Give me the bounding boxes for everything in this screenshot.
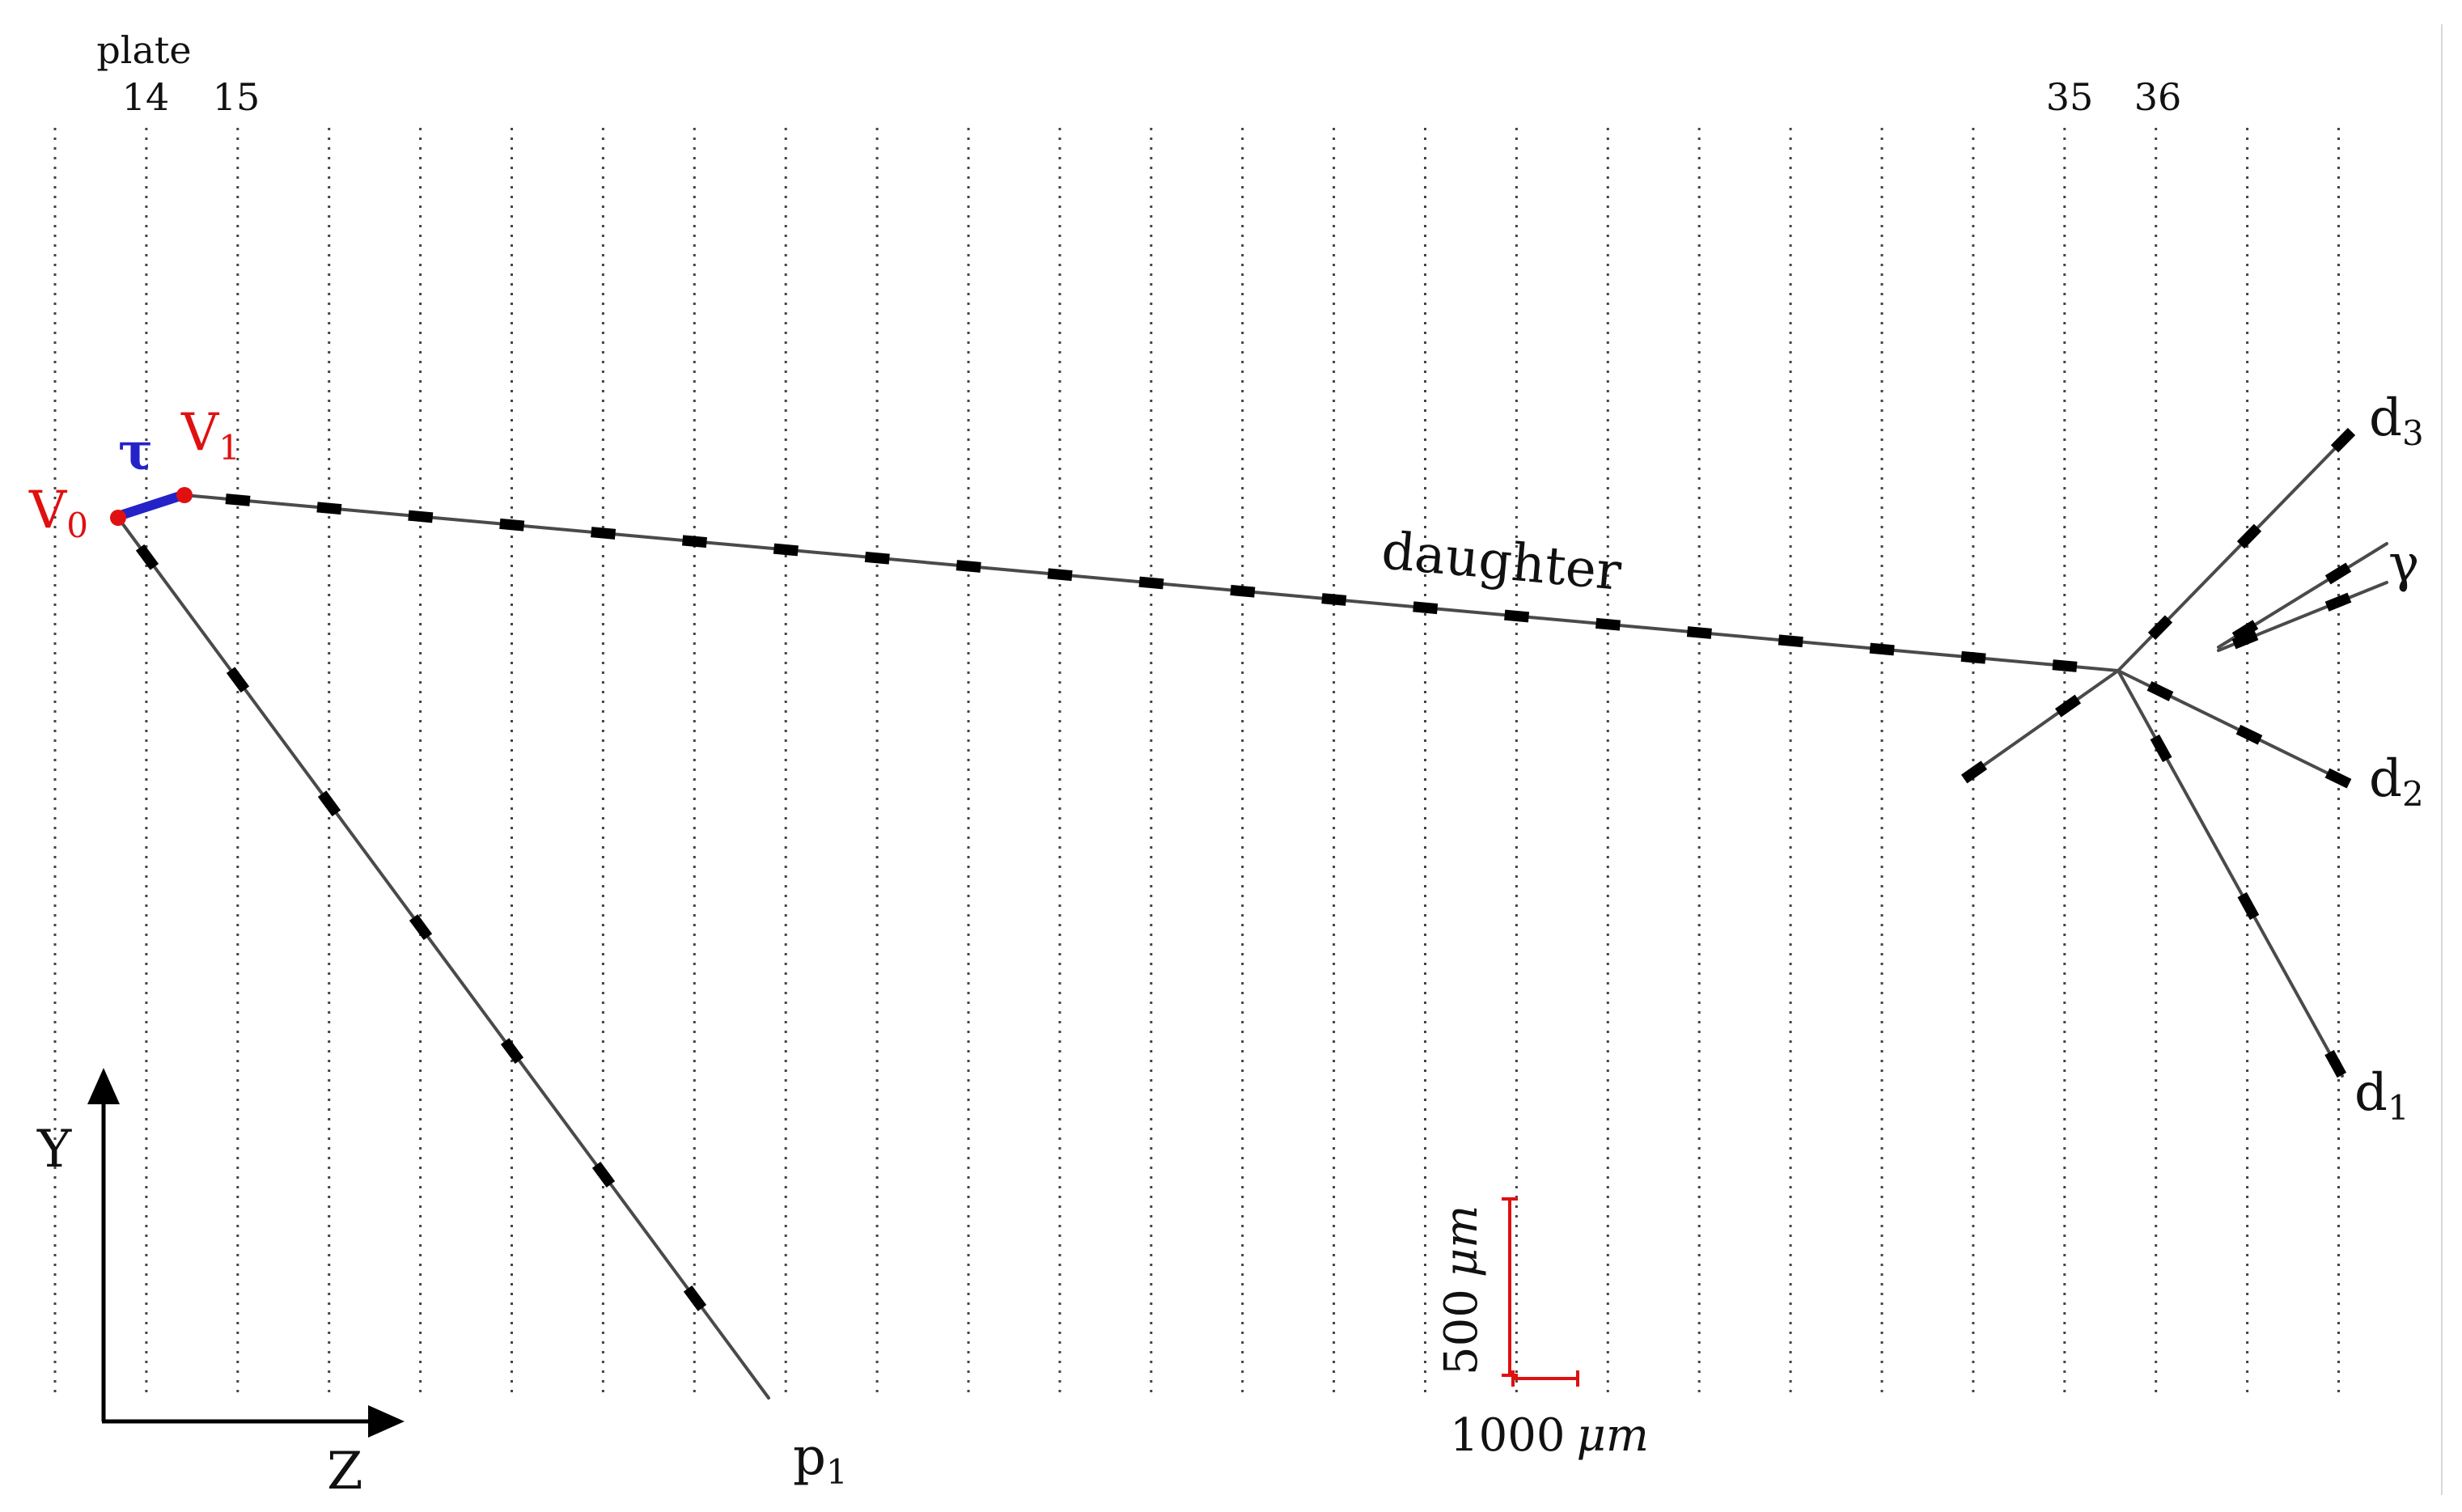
axes: Y Z bbox=[36, 1068, 405, 1501]
track-segment bbox=[864, 551, 890, 565]
vertex-v1 bbox=[176, 487, 193, 503]
track-segment bbox=[317, 790, 341, 817]
track-segment bbox=[2052, 659, 2078, 672]
track-segment bbox=[2231, 630, 2259, 650]
track-segment bbox=[683, 1285, 707, 1311]
track-segment bbox=[1321, 593, 1347, 606]
track-segment bbox=[1686, 626, 1712, 639]
vertical-scale-label: 500μm bbox=[1435, 1205, 1488, 1375]
track-segment bbox=[2231, 620, 2259, 642]
track-segment bbox=[2146, 680, 2174, 701]
plate-word: plate bbox=[96, 28, 191, 72]
track-segment bbox=[316, 502, 342, 515]
track-segment bbox=[1504, 609, 1530, 623]
track-segment bbox=[1869, 642, 1895, 656]
d1-track bbox=[2117, 669, 2344, 1078]
tracks bbox=[113, 435, 2388, 1400]
track-segment bbox=[1230, 584, 1256, 598]
track-segment bbox=[2237, 892, 2260, 921]
d2-label: d2 bbox=[2369, 749, 2424, 814]
horizontal-scale-label: 1000 μm bbox=[1450, 1409, 1649, 1462]
track-segment bbox=[1778, 634, 1803, 648]
track-segment bbox=[2324, 768, 2352, 789]
vertex-v0 bbox=[110, 510, 126, 526]
track-segment bbox=[1960, 760, 1988, 784]
track-segment bbox=[409, 914, 433, 941]
track-segment bbox=[591, 527, 617, 540]
plate-header: plate 14 15 35 36 bbox=[96, 28, 2181, 119]
track-segment bbox=[2235, 724, 2263, 745]
track-segment bbox=[499, 518, 525, 532]
track-segment bbox=[2324, 562, 2352, 585]
track-segment bbox=[1960, 650, 1986, 664]
track-segment bbox=[135, 544, 159, 570]
track-segment bbox=[2324, 592, 2352, 612]
track-segment bbox=[226, 667, 250, 693]
plate-number-35: 35 bbox=[2046, 75, 2094, 119]
track-segments bbox=[135, 427, 2356, 1311]
track-segment bbox=[2330, 427, 2356, 453]
daughter-label: daughter bbox=[1379, 521, 1625, 603]
track-segment bbox=[2236, 523, 2262, 549]
plate-number-14: 14 bbox=[122, 75, 170, 119]
track-segment bbox=[2150, 734, 2172, 763]
track-segment bbox=[2324, 1049, 2347, 1078]
y-axis-label: Y bbox=[36, 1120, 72, 1180]
tau-label: τ bbox=[118, 421, 153, 482]
d3-backward-track bbox=[1966, 669, 2120, 778]
labels: V0 V1 τ daughter p1 d3 γ d2 d1 bbox=[28, 388, 2424, 1492]
scale-bars: 500μm 1000 μm bbox=[1435, 1197, 1649, 1462]
track-segment bbox=[682, 535, 707, 548]
track-segment bbox=[956, 560, 981, 573]
v0-label: V0 bbox=[28, 481, 88, 545]
track-segment bbox=[2147, 615, 2173, 640]
tau-track bbox=[113, 490, 188, 521]
emulsion-plates bbox=[53, 128, 2340, 1393]
d1-label: d1 bbox=[2354, 1063, 2409, 1128]
p1-track bbox=[117, 516, 770, 1400]
v1-label: V1 bbox=[180, 403, 240, 468]
plate-number-15: 15 bbox=[213, 75, 261, 119]
d3-label: d3 bbox=[2369, 388, 2424, 453]
track-segment bbox=[1413, 601, 1439, 615]
track-segment bbox=[591, 1162, 616, 1188]
gamma-label: γ bbox=[2388, 534, 2419, 594]
z-axis-label: Z bbox=[327, 1442, 362, 1501]
plate-number-36: 36 bbox=[2134, 75, 2182, 119]
track-segment bbox=[1595, 617, 1621, 631]
track-segment bbox=[408, 510, 434, 523]
track-segment bbox=[773, 543, 799, 557]
track-segment bbox=[2054, 694, 2082, 718]
track-segment bbox=[225, 493, 251, 506]
track-segment bbox=[500, 1038, 524, 1064]
p1-label: p1 bbox=[793, 1427, 848, 1492]
track-segment bbox=[1138, 576, 1164, 590]
track-segment bbox=[1047, 568, 1073, 582]
